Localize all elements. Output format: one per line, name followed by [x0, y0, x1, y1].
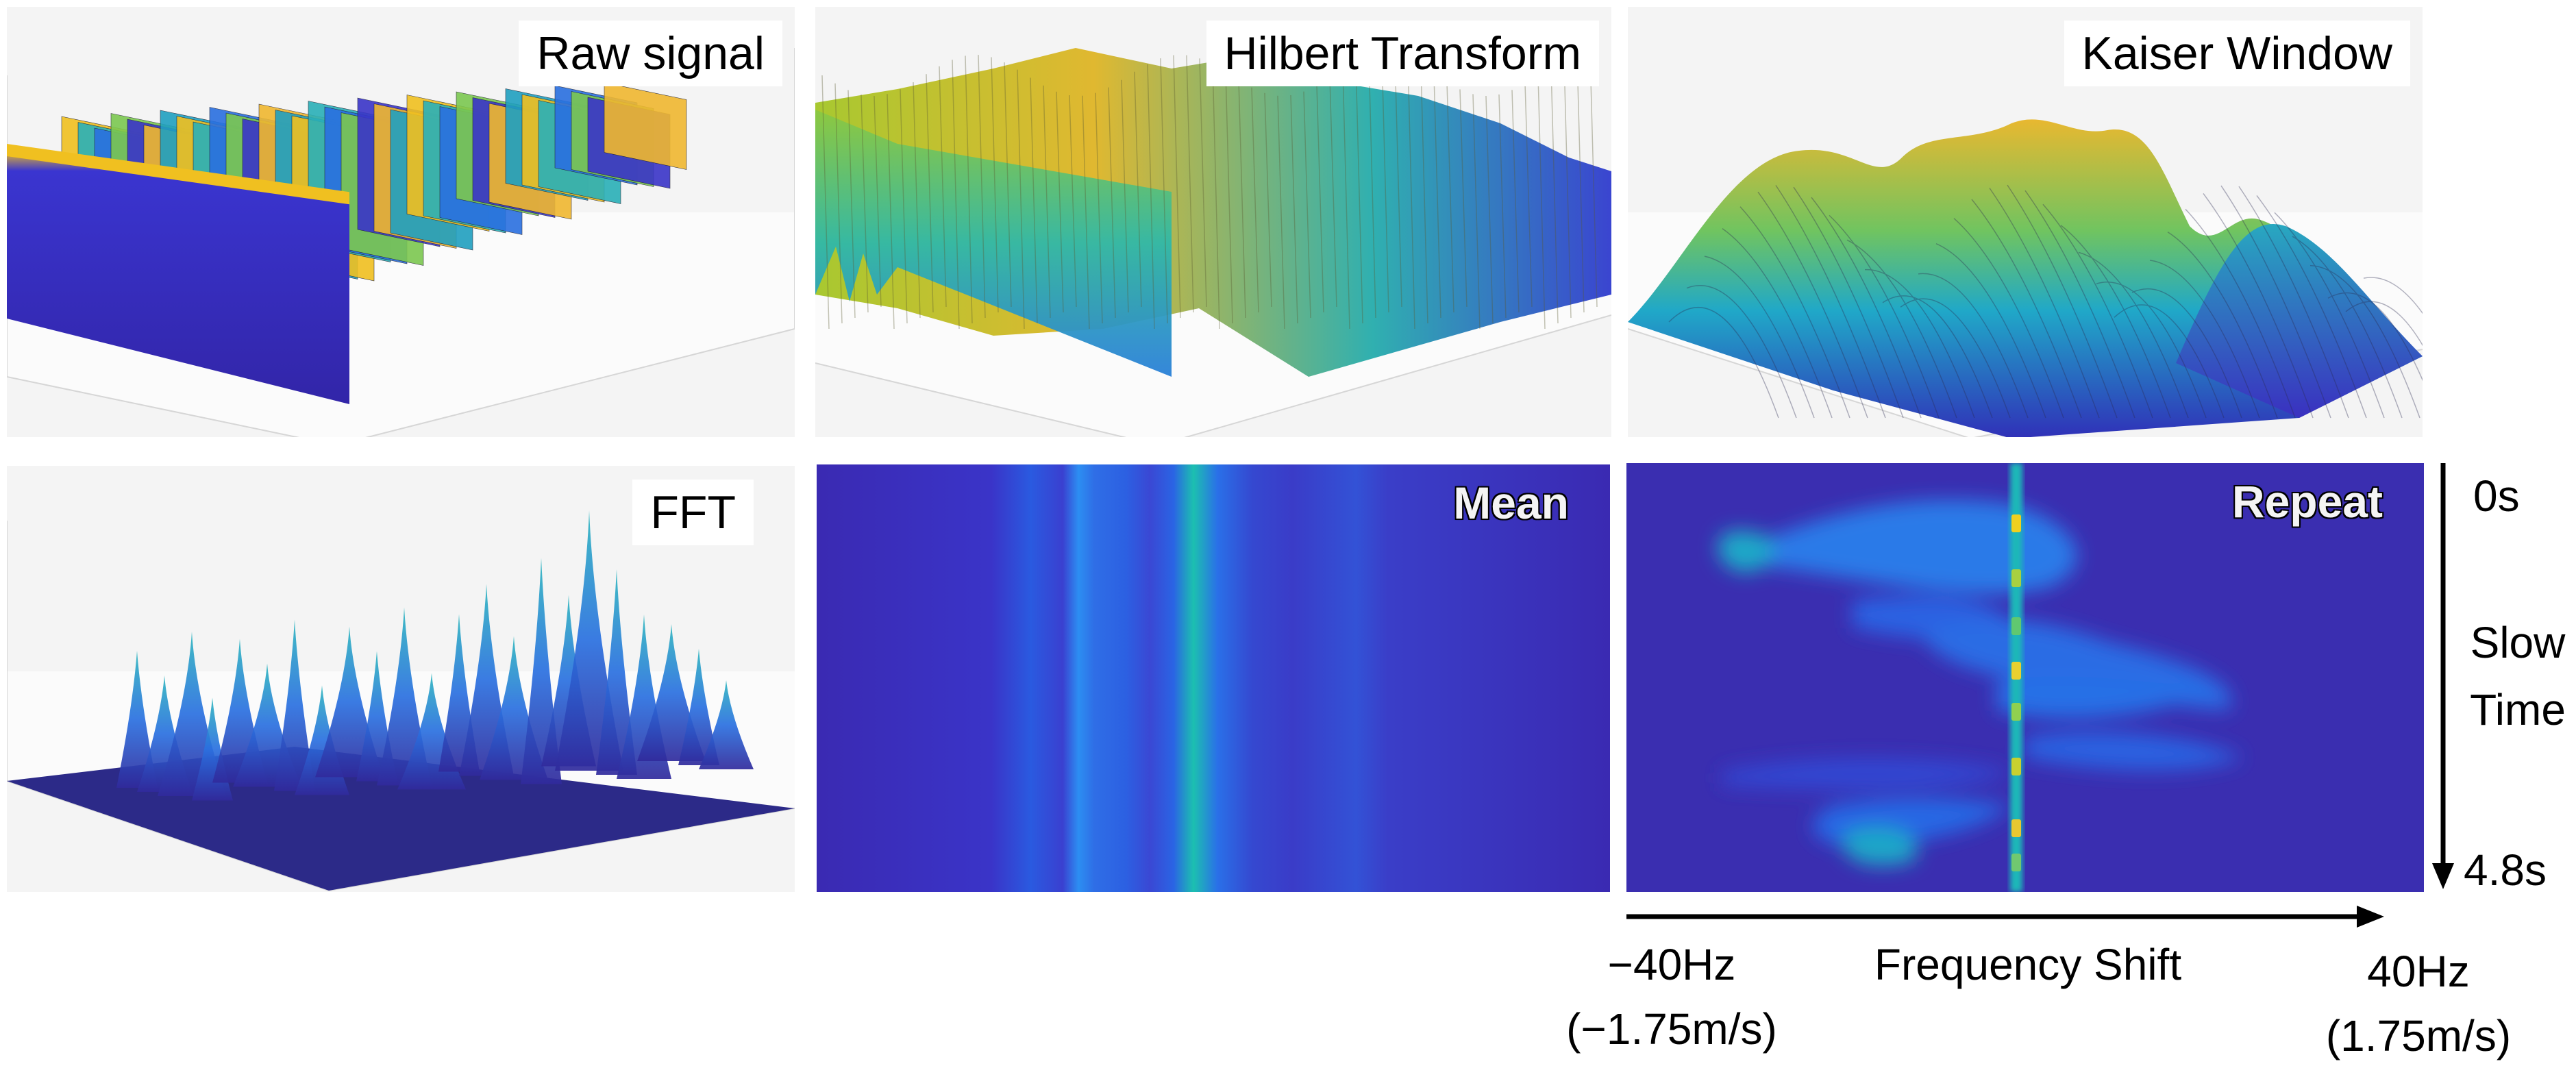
- repeat-peak-dot: [2011, 569, 2021, 587]
- arrow-right-icon: [2357, 906, 2384, 928]
- raw-signal-title: Raw signal: [519, 21, 782, 86]
- freq-min-label: −40Hz: [1607, 940, 1736, 989]
- panel-mean-heatmap: Mean: [817, 464, 1610, 892]
- panel-fft: FFT: [7, 466, 795, 892]
- time-axis-label-line2: Time: [2470, 685, 2566, 734]
- fft-peak: [678, 649, 719, 765]
- grid-lines: [7, 48, 795, 437]
- raw-signal-surface-plot: [7, 48, 795, 437]
- mean-title: Mean: [1453, 477, 1569, 528]
- time-axis-label-line1: Slow: [2470, 618, 2566, 667]
- fft-peak: [699, 680, 754, 769]
- time-start-label: 0s: [2473, 471, 2520, 521]
- panel-repeat-heatmap: Repeat: [1626, 463, 2424, 892]
- time-end-label: 4.8s: [2464, 845, 2547, 895]
- fft-surface-plot: [7, 510, 795, 891]
- panel-hilbert-transform: Hilbert Transform: [815, 7, 1611, 437]
- kaiser-mesh-lines: [1668, 184, 2423, 419]
- hilbert-surface-plot: [815, 48, 1611, 437]
- repeat-peak-dot: [2011, 617, 2021, 635]
- fft-peak: [596, 569, 637, 775]
- fft-peak: [116, 651, 158, 788]
- repeat-heatmap: [1626, 463, 2424, 892]
- fft-peaks: [116, 510, 754, 801]
- kaiser-surface-plot: [1628, 119, 2423, 437]
- repeat-peak-dot: [2011, 758, 2021, 775]
- freq-max-label: 40Hz: [2367, 947, 2470, 996]
- repeat-title: Repeat: [2231, 476, 2383, 527]
- kaiser-title: Kaiser Window: [2064, 21, 2410, 86]
- raw-slab-top: [7, 144, 349, 205]
- repeat-peak-dot: [2011, 703, 2021, 721]
- freq-min-speed-label: (−1.75m/s): [1566, 1004, 1777, 1054]
- repeat-center-dots: [2011, 514, 2021, 871]
- freq-max-speed-label: (1.75m/s): [2325, 1011, 2512, 1060]
- kaiser-back-peak: [2176, 223, 2423, 418]
- hilbert-mesh-lines: [821, 55, 1598, 330]
- hilbert-title: Hilbert Transform: [1206, 21, 1599, 86]
- mean-heatmap: [817, 464, 1610, 892]
- raw-slice: [604, 82, 687, 170]
- fft-peak: [274, 619, 315, 791]
- mean-heatmap-fill: [817, 464, 1610, 892]
- repeat-peak-dot: [2011, 514, 2021, 532]
- grid-lines: [815, 314, 1611, 437]
- raw-front-slab: [7, 151, 349, 404]
- arrow-down-icon: [2432, 863, 2454, 889]
- repeat-peak-dot: [2011, 662, 2021, 680]
- fft-title: FFT: [632, 480, 754, 545]
- panel-kaiser-window: Kaiser Window: [1628, 7, 2423, 437]
- hilbert-front: [815, 110, 1172, 377]
- freq-axis-label: Frequency Shift: [1874, 940, 2182, 989]
- repeat-peak-dot: [2011, 819, 2021, 837]
- panel-raw-signal: Raw signal: [7, 7, 795, 437]
- repeat-peak-dot: [2011, 854, 2021, 871]
- repeat-echoes: [1718, 499, 2243, 866]
